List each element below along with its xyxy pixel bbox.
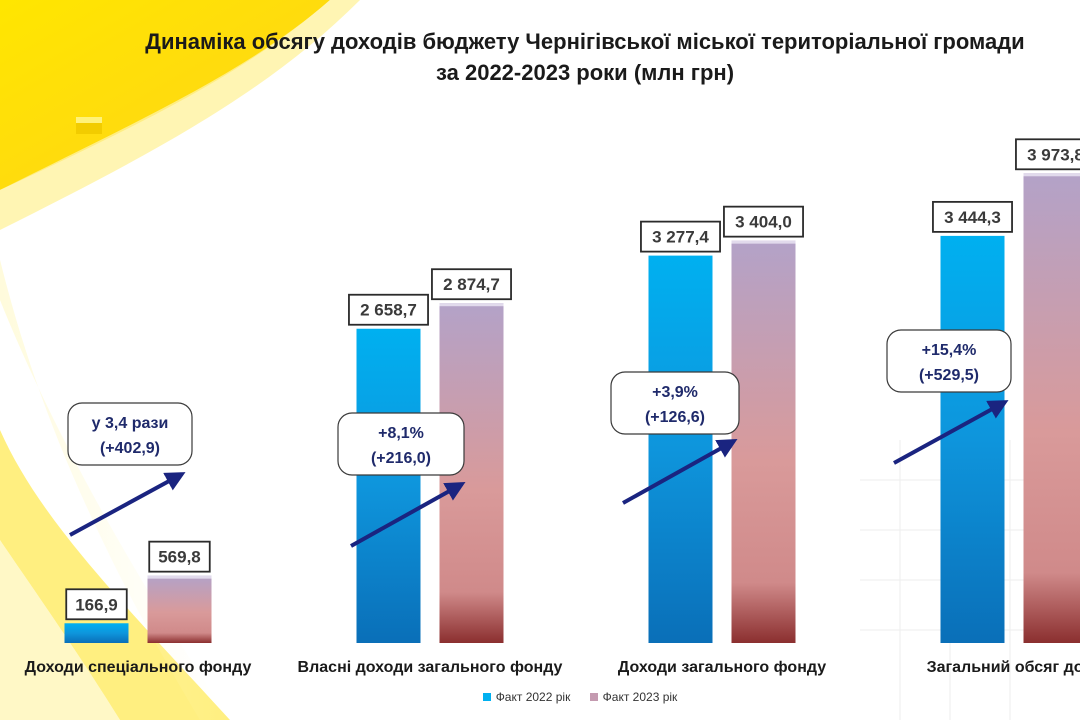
annotation-line2-0: (+402,9) — [100, 440, 160, 457]
value-label-2022-2: 3 277,4 — [652, 228, 709, 247]
value-label-2023-2: 3 404,0 — [735, 213, 792, 232]
value-label-2022-1: 2 658,7 — [360, 301, 417, 320]
annotation-line2-2: (+126,6) — [645, 409, 705, 426]
category-label-1: Власні доходи загального фонду — [298, 659, 563, 676]
annotation-line1-0: у 3,4 рази — [92, 415, 169, 432]
bar-2022-0 — [64, 623, 129, 643]
yellow-swoosh-bottom — [0, 430, 230, 720]
annotation-box-2 — [610, 371, 740, 435]
legend: Факт 2022 рік Факт 2023 рік — [40, 690, 1080, 704]
growth-arrow-3 — [893, 400, 1009, 465]
category-label-0: Доходи спеціального фонду — [25, 659, 252, 676]
growth-arrow-0 — [69, 472, 186, 537]
bar-2022-3 — [940, 235, 1005, 644]
value-label-box-2023-0 — [148, 540, 211, 573]
bar-2023-2 — [731, 240, 796, 643]
legend-item-2022: Факт 2022 рік — [482, 690, 571, 704]
chart-title: Динаміка обсягу доходів бюджету Чернігів… — [60, 26, 1080, 88]
growth-arrow-2 — [622, 439, 738, 505]
value-label-box-2022-1 — [348, 293, 429, 326]
category-label-3: Загальний обсяг дохо — [927, 659, 1080, 676]
annotation-box-3 — [886, 329, 1012, 393]
legend-label-2023: Факт 2023 рік — [602, 690, 678, 704]
annotation-line1-3: +15,4% — [922, 342, 977, 359]
chart-title-line1: Динаміка обсягу доходів бюджету Чернігів… — [145, 29, 1025, 54]
bar-2023-3 — [1023, 173, 1080, 643]
value-label-box-2022-2 — [640, 220, 721, 253]
bar-2023-cap-0 — [147, 575, 212, 579]
value-label-2023-1: 2 874,7 — [443, 275, 500, 294]
value-label-2022-3: 3 444,3 — [944, 208, 1001, 227]
bar-2022-2 — [648, 255, 713, 643]
annotation-box-0 — [67, 402, 193, 466]
annotation-line2-3: (+529,5) — [919, 367, 979, 384]
value-label-box-2023-2 — [723, 205, 804, 238]
chart-title-line2: за 2022-2023 роки (млн грн) — [435, 60, 735, 85]
yellow-swoosh-bottom-light — [0, 540, 120, 720]
annotation-line1-2: +3,9% — [652, 384, 698, 401]
bar-2022-1 — [356, 328, 421, 643]
growth-arrow-1 — [350, 482, 466, 548]
yellow-swoosh-top — [0, 0, 330, 190]
legend-swatch-2022 — [482, 693, 491, 701]
value-label-2023-3: 3 973,8 — [1027, 145, 1080, 164]
bar-2023-0 — [147, 575, 212, 643]
category-label-2: Доходи загального фонду — [618, 659, 826, 676]
annotation-line1-1: +8,1% — [378, 425, 424, 442]
legend-label-2022: Факт 2022 рік — [495, 690, 571, 704]
value-label-box-2022-0 — [65, 588, 128, 621]
value-label-box-2022-3 — [932, 200, 1013, 233]
bar-2023-cap-1 — [439, 303, 504, 307]
bar-2023-cap-2 — [731, 240, 796, 244]
legend-item-2023: Факт 2023 рік — [589, 690, 678, 704]
bar-2023-cap-3 — [1023, 173, 1080, 177]
annotation-box-1 — [337, 412, 465, 476]
value-label-box-2023-3 — [1015, 138, 1080, 171]
legend-swatch-2023 — [589, 693, 598, 701]
value-label-2022-0: 166,9 — [75, 595, 118, 614]
yellow-swoosh-light — [0, 0, 360, 230]
value-label-2023-0: 569,8 — [158, 548, 201, 567]
value-label-box-2023-1 — [431, 268, 512, 301]
annotation-line2-1: (+216,0) — [371, 450, 431, 467]
